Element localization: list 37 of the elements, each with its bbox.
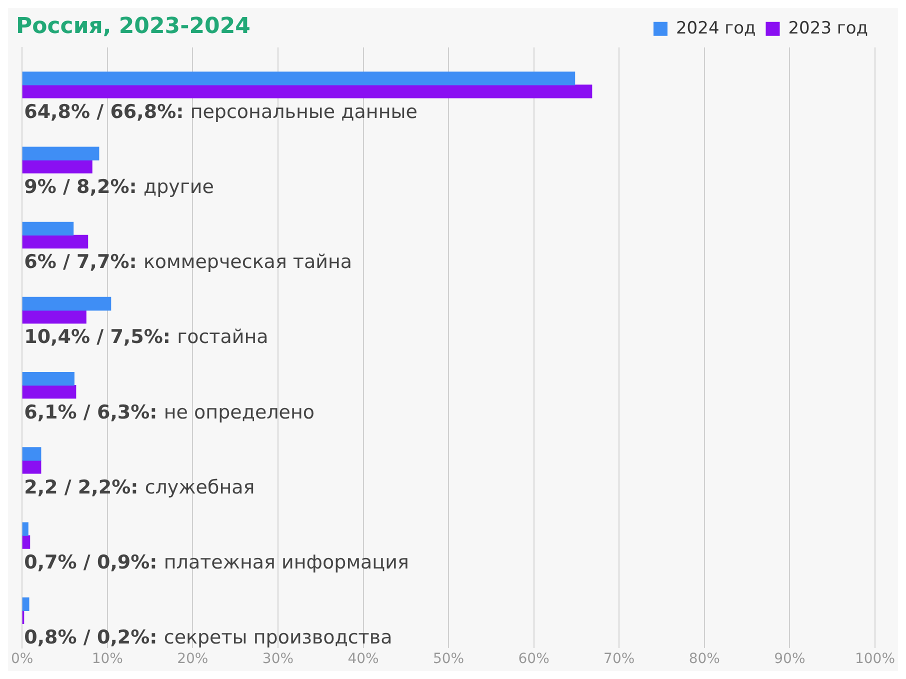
- y-tick-label: 6,1% / 6,3%: не определено: [24, 401, 315, 424]
- x-tick-label: 80%: [688, 651, 720, 668]
- bar: [22, 296, 112, 311]
- bar: [22, 522, 28, 536]
- bar: [22, 372, 74, 386]
- bar: [22, 84, 592, 98]
- y-tick-label: 2,2 / 2,2%: служебная: [24, 476, 255, 498]
- bar: [22, 146, 100, 160]
- y-tick-label: 9% / 8,2%: другие: [24, 176, 214, 198]
- y-tick-label: 64,8% / 66,8%: персональные данные: [24, 100, 418, 123]
- bar: [22, 597, 30, 611]
- bar: [22, 222, 74, 236]
- chart-title: Россия, 2023-2024: [16, 14, 250, 39]
- x-tick-label: 10%: [92, 651, 123, 668]
- x-tick-label: 50%: [432, 651, 464, 668]
- x-tick-label: 30%: [262, 651, 294, 668]
- bar: [22, 234, 88, 248]
- legend-label: 2023 год: [788, 18, 868, 38]
- bar: [22, 447, 42, 461]
- bar: [22, 535, 30, 549]
- x-tick-label: 0%: [10, 651, 34, 668]
- y-tick-label: 0,8% / 0,2%: секреты производства: [24, 626, 392, 649]
- y-tick-label: 10,4% / 7,5%: гостайна: [24, 326, 268, 348]
- legend-label: 2024 год: [676, 18, 756, 38]
- bar: [22, 310, 86, 324]
- x-tick-label: 60%: [518, 651, 550, 668]
- x-tick-label: 40%: [348, 651, 379, 668]
- bar: [22, 460, 42, 474]
- x-tick-label: 70%: [604, 651, 635, 668]
- bar: [22, 72, 576, 86]
- x-tick-label: 100%: [854, 651, 896, 668]
- x-tick-label: 20%: [177, 651, 208, 668]
- x-tick-label: 90%: [774, 651, 806, 668]
- y-tick-label: 6% / 7,7%: коммерческая тайна: [24, 251, 352, 274]
- bar: [22, 385, 76, 399]
- bar: [22, 160, 92, 174]
- y-tick-label: 0,7% / 0,9%: платежная информация: [24, 551, 409, 574]
